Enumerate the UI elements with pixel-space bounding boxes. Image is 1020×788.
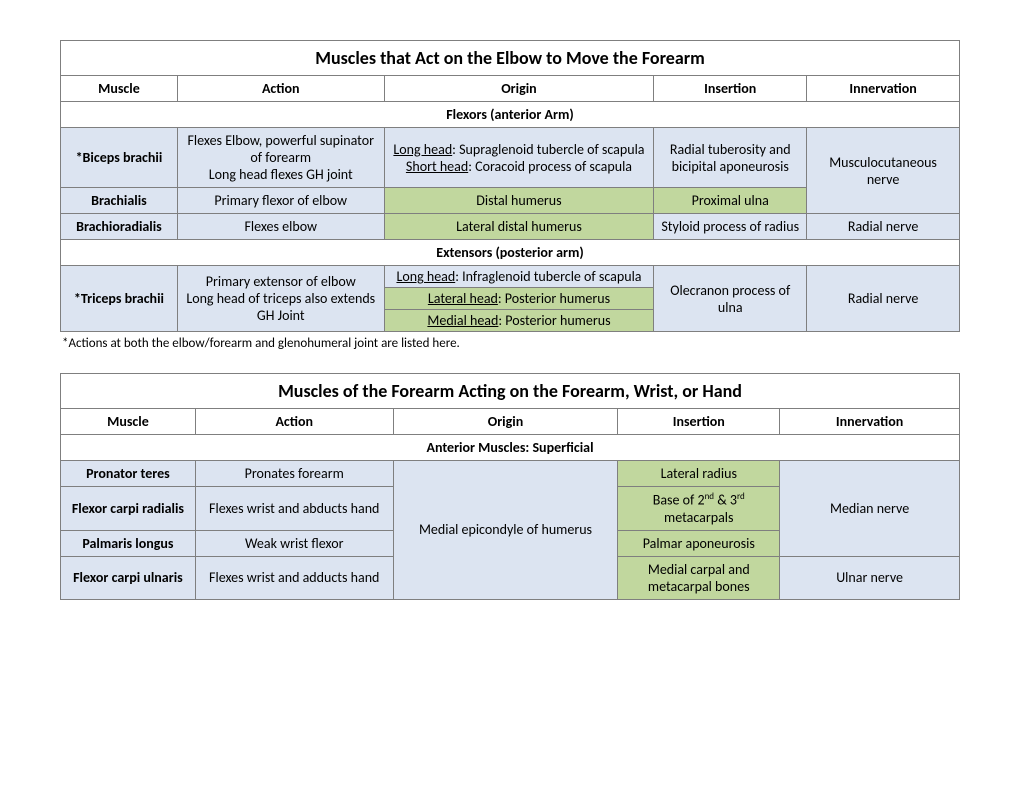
action-cell: Flexes elbow bbox=[177, 214, 384, 240]
footnote: *Actions at both the elbow/forearm and g… bbox=[60, 332, 960, 355]
col-innervation: Innervation bbox=[780, 409, 960, 435]
innervation-cell: Radial nerve bbox=[807, 266, 960, 332]
section-extensors: Extensors (posterior arm) bbox=[61, 240, 960, 266]
col-muscle: Muscle bbox=[61, 409, 196, 435]
insertion-cell: Proximal ulna bbox=[654, 188, 807, 214]
origin-cell: Distal humerus bbox=[384, 188, 654, 214]
table-forearm: Muscles of the Forearm Acting on the For… bbox=[60, 373, 960, 600]
muscle-cell: Palmaris longus bbox=[61, 530, 196, 556]
action-cell: Flexes wrist and abducts hand bbox=[195, 487, 393, 531]
col-insertion: Insertion bbox=[654, 76, 807, 102]
insertion-cell: Radial tuberosity and bicipital aponeuro… bbox=[654, 128, 807, 188]
col-muscle: Muscle bbox=[61, 76, 178, 102]
table-row: *Biceps brachii Flexes Elbow, powerful s… bbox=[61, 128, 960, 188]
action-cell: Primary flexor of elbow bbox=[177, 188, 384, 214]
insertion-cell: Medial carpal and metacarpal bones bbox=[618, 556, 780, 599]
col-innervation: Innervation bbox=[807, 76, 960, 102]
action-cell: Flexes wrist and adducts hand bbox=[195, 556, 393, 599]
table-row: Pronator teres Pronates forearm Medial e… bbox=[61, 461, 960, 487]
action-cell: Flexes Elbow, powerful supinator of fore… bbox=[177, 128, 384, 188]
muscle-cell: *Triceps brachii bbox=[61, 266, 178, 332]
muscle-cell: Brachioradialis bbox=[61, 214, 178, 240]
col-action: Action bbox=[177, 76, 384, 102]
innervation-cell: Musculocutaneous nerve bbox=[807, 128, 960, 214]
insertion-cell: Olecranon process of ulna bbox=[654, 266, 807, 332]
action-cell: Primary extensor of elbowLong head of tr… bbox=[177, 266, 384, 332]
insertion-cell: Styloid process of radius bbox=[654, 214, 807, 240]
section-flexors: Flexors (anterior Arm) bbox=[61, 102, 960, 128]
col-insertion: Insertion bbox=[618, 409, 780, 435]
insertion-cell: Palmar aponeurosis bbox=[618, 530, 780, 556]
col-origin: Origin bbox=[384, 76, 654, 102]
table-row: *Triceps brachii Primary extensor of elb… bbox=[61, 266, 960, 332]
muscle-cell: Flexor carpi radialis bbox=[61, 487, 196, 531]
section-ant-superficial: Anterior Muscles: Superficial bbox=[61, 435, 960, 461]
muscle-cell: Brachialis bbox=[61, 188, 178, 214]
table-row: Brachioradialis Flexes elbow Lateral dis… bbox=[61, 214, 960, 240]
table-elbow: Muscles that Act on the Elbow to Move th… bbox=[60, 40, 960, 332]
origin-cell: Long head: Infraglenoid tubercle of scap… bbox=[384, 266, 654, 332]
origin-cell: Long head: Supraglenoid tubercle of scap… bbox=[384, 128, 654, 188]
muscle-cell: Pronator teres bbox=[61, 461, 196, 487]
innervation-cell: Median nerve bbox=[780, 461, 960, 557]
insertion-cell: Lateral radius bbox=[618, 461, 780, 487]
action-cell: Pronates forearm bbox=[195, 461, 393, 487]
table1-title: Muscles that Act on the Elbow to Move th… bbox=[61, 41, 960, 76]
muscle-cell: *Biceps brachii bbox=[61, 128, 178, 188]
table2-title: Muscles of the Forearm Acting on the For… bbox=[61, 374, 960, 409]
insertion-cell: Base of 2nd & 3rd metacarpals bbox=[618, 487, 780, 531]
muscle-cell: Flexor carpi ulnaris bbox=[61, 556, 196, 599]
innervation-cell: Ulnar nerve bbox=[780, 556, 960, 599]
col-origin: Origin bbox=[393, 409, 618, 435]
innervation-cell: Radial nerve bbox=[807, 214, 960, 240]
col-action: Action bbox=[195, 409, 393, 435]
origin-cell: Medial epicondyle of humerus bbox=[393, 461, 618, 600]
origin-cell: Lateral distal humerus bbox=[384, 214, 654, 240]
action-cell: Weak wrist flexor bbox=[195, 530, 393, 556]
